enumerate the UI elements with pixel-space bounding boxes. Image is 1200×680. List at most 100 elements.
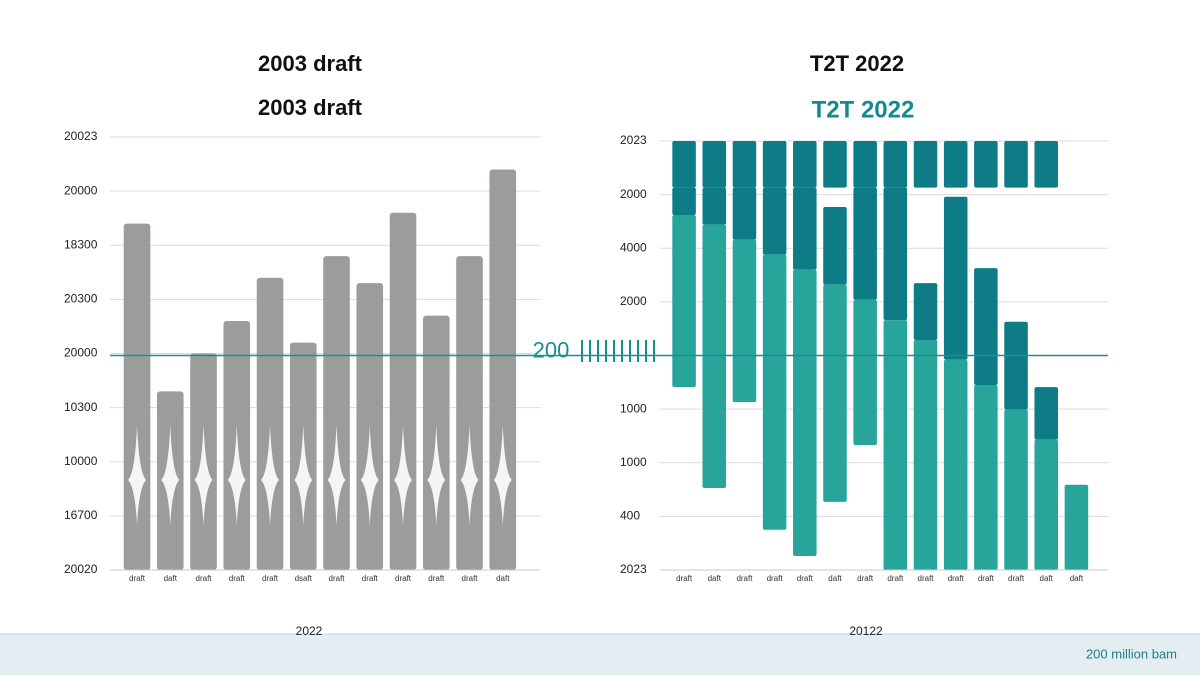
range-bar <box>1004 141 1028 188</box>
range-bar <box>943 359 968 570</box>
y-tick-label: 1000 <box>620 455 647 469</box>
x-tick-label: draft <box>767 574 784 583</box>
sparkle <box>460 425 479 525</box>
chart-title: 2003 draft <box>258 51 363 76</box>
x-axis-label: 2022 <box>296 624 323 638</box>
y-tick-label: 2023 <box>620 562 647 576</box>
range-bar <box>853 187 877 300</box>
y-tick-label: 2023 <box>620 133 647 147</box>
range-bar <box>672 141 696 188</box>
x-tick-label: draft <box>736 574 753 583</box>
sparkle <box>327 425 346 525</box>
y-tick-label: 16700 <box>64 508 98 522</box>
bar <box>256 277 284 570</box>
y-tick-label: 20000 <box>64 346 98 360</box>
bar <box>456 256 483 570</box>
x-tick-label: daft <box>708 574 722 583</box>
chart-subtitle: T2T 2022 <box>812 96 915 123</box>
x-tick-label: dsaft <box>295 574 313 583</box>
x-tick-label: draft <box>1008 574 1025 583</box>
chart-subtitle: 2003 draft <box>258 95 363 120</box>
range-bar <box>1004 409 1028 570</box>
range-bar <box>762 141 787 188</box>
range-bar <box>1004 321 1028 410</box>
range-bar <box>702 141 727 188</box>
range-bar <box>883 320 908 570</box>
hatch <box>581 340 655 362</box>
footer-band <box>0 634 1200 675</box>
range-bar <box>702 224 727 488</box>
range-bar <box>1064 484 1089 570</box>
sparkle <box>194 425 213 525</box>
range-bar <box>702 187 727 225</box>
range-bar <box>974 268 998 385</box>
y-tick-label: 20300 <box>64 292 98 306</box>
x-tick-label: draft <box>887 574 904 583</box>
range-bar <box>974 141 998 188</box>
range-bar <box>974 384 998 570</box>
x-tick-label: draft <box>797 574 814 583</box>
range-bar <box>732 187 757 240</box>
y-tick-label: 18300 <box>64 237 98 251</box>
x-tick-label: draft <box>676 574 693 583</box>
x-tick-label: draft <box>329 574 346 583</box>
x-tick-label: daft <box>496 574 510 583</box>
range-bar <box>793 269 817 557</box>
range-bar <box>823 206 847 285</box>
x-tick-label: draft <box>362 574 379 583</box>
sparkle <box>360 425 379 525</box>
range-bar <box>1034 439 1059 570</box>
x-tick-label: daft <box>828 574 842 583</box>
range-bar <box>793 141 817 188</box>
y-tick-label: 2000 <box>620 294 647 308</box>
x-tick-label: draft <box>262 574 279 583</box>
range-bar <box>883 187 908 321</box>
range-bar <box>913 339 938 570</box>
x-tick-label: draft <box>395 574 412 583</box>
range-bar <box>823 141 847 188</box>
range-bar <box>943 141 968 188</box>
range-bar <box>1034 387 1059 440</box>
x-tick-label: daft <box>1040 574 1054 583</box>
sparkle <box>161 425 180 525</box>
range-bar <box>853 141 877 188</box>
y-tick-label: 2000 <box>620 187 647 201</box>
range-bar <box>1034 141 1059 188</box>
sparkle <box>294 425 313 525</box>
x-tick-label: draft <box>428 574 445 583</box>
x-tick-label: daft <box>1070 574 1084 583</box>
x-tick-label: draft <box>918 574 935 583</box>
range-bar <box>823 284 847 502</box>
sparkle <box>493 425 512 525</box>
bar <box>323 256 350 570</box>
x-tick-label: draft <box>196 574 213 583</box>
y-tick-label: 20000 <box>64 183 98 197</box>
range-bar <box>883 141 908 188</box>
x-tick-label: draft <box>129 574 146 583</box>
sparkle <box>394 425 413 525</box>
y-tick-label: 20023 <box>64 129 98 143</box>
range-bar <box>943 196 968 360</box>
range-bar <box>762 187 787 255</box>
y-tick-label: 400 <box>620 509 640 523</box>
y-tick-label: 20020 <box>64 562 98 576</box>
x-tick-label: draft <box>857 574 874 583</box>
y-tick-label: 10000 <box>64 454 98 468</box>
reference-label: 200 <box>533 337 570 362</box>
x-axis-label: 20122 <box>849 624 883 638</box>
y-tick-label: 4000 <box>620 240 647 254</box>
range-bar <box>793 187 817 270</box>
sparkle <box>261 425 280 525</box>
sparkle <box>128 425 147 525</box>
x-tick-label: draft <box>978 574 995 583</box>
bar <box>489 169 517 570</box>
range-bar <box>762 254 787 530</box>
x-tick-label: draft <box>948 574 965 583</box>
sparkle <box>227 425 246 525</box>
range-bar <box>732 239 757 403</box>
x-tick-label: draft <box>462 574 479 583</box>
x-tick-label: draft <box>229 574 246 583</box>
range-bar <box>853 299 877 446</box>
sparkle <box>427 425 446 525</box>
